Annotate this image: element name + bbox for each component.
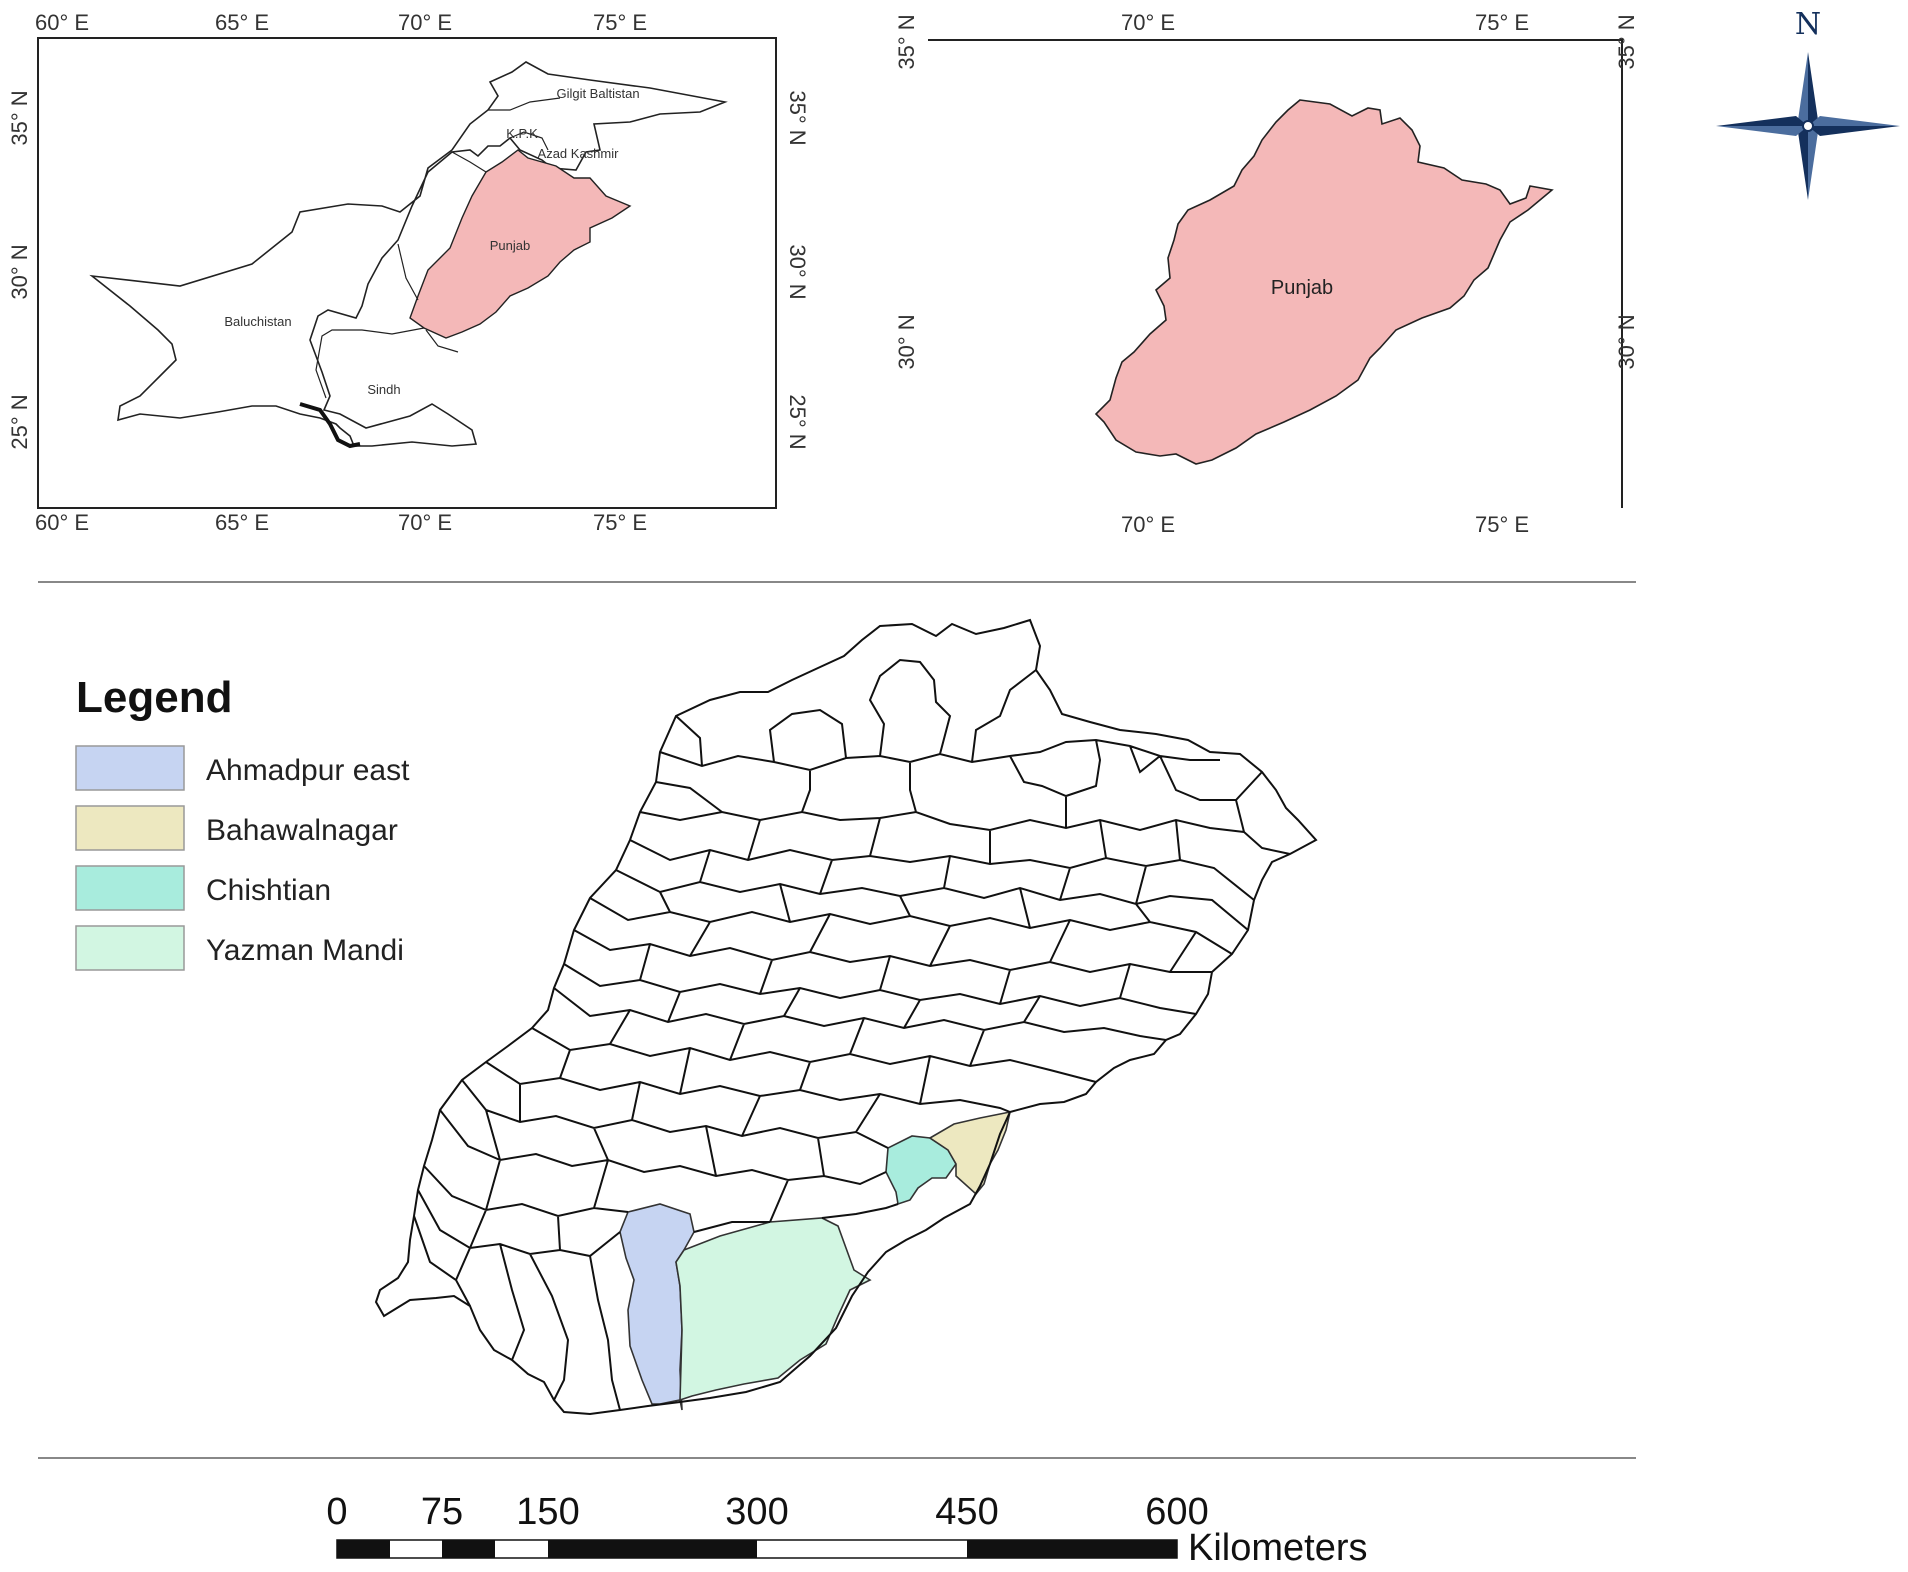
scale-segment-1 [337,1540,390,1558]
pak-top-tick-75: 75° E [593,10,647,35]
scale-segment-3 [548,1540,757,1558]
legend-label-yazman-mandi: Yazman Mandi [206,934,404,967]
pb-top-tick-70: 70° E [1121,10,1175,35]
punjab-district-outline [374,618,1318,1416]
legend-swatch-bahawalnagar [75,805,185,851]
pak-bottom-tick-70: 70° E [398,510,452,535]
pb-label-punjab: Punjab [1271,277,1333,299]
pb-top-tick-75: 75° E [1475,10,1529,35]
pak-label-baluchistan: Baluchistan [224,314,291,329]
pb-right-tick-35: 35° N [1614,14,1639,69]
north-arrow: N [1716,7,1900,200]
inset-pakistan-frame [37,37,777,509]
pak-left-tick-30: 30° N [7,244,32,299]
inset-punjab-frame [928,39,1623,508]
legend-swatch-chishtian [75,865,185,911]
scale-segment-4 [967,1540,1177,1558]
pak-top-tick-65: 65° E [215,10,269,35]
pb-right-tick-30: 30° N [1614,314,1639,369]
scale-tick-0: 0 [326,1491,347,1533]
pak-right-tick-30: 30° N [785,244,810,299]
pak-label-sindh: Sindh [367,382,400,397]
pak-right-tick-25: 25° N [785,394,810,449]
punjab-large-region [1094,99,1554,465]
district-yazman-mandi [675,1217,872,1402]
pakistan-outline [89,61,728,447]
pb-bottom-tick-75: 75° E [1475,512,1529,537]
pak-left-tick-35: 35° N [7,90,32,145]
inset-pakistan: 60° E 65° E 70° E 75° E 60° E 65° E 70° … [7,10,810,535]
district-ahmadpur-east [619,1203,695,1411]
scale-tick-75: 75 [421,1491,463,1533]
district-internal-lines [413,658,1291,1411]
pb-bottom-tick-70: 70° E [1121,512,1175,537]
main-district-map [374,618,1318,1416]
pak-punjab-region [409,149,632,339]
inset-punjab: 70° E 75° E 70° E 75° E 35° N 30° N 35° … [894,10,1639,537]
pak-bottom-tick-75: 75° E [593,510,647,535]
pak-top-tick-70: 70° E [398,10,452,35]
pak-right-tick-35: 35° N [785,90,810,145]
pak-label-kashmir: Azad Kashmir [538,146,620,161]
scale-bar: 0 75 150 300 450 600 Kilometers [326,1491,1367,1569]
compass-rose-icon [1716,52,1900,200]
legend-swatch-yazman-mandi [75,925,185,971]
scale-tick-150: 150 [516,1491,579,1533]
pak-label-gilgit: Gilgit Baltistan [556,86,639,101]
scale-tick-600: 600 [1145,1491,1208,1533]
pb-left-tick-35: 35° N [894,14,919,69]
pak-top-tick-60: 60° E [35,10,89,35]
pak-bottom-tick-60: 60° E [35,510,89,535]
scale-tick-300: 300 [725,1491,788,1533]
legend-title: Legend [76,673,232,722]
legend-swatch-ahmadpur-east [75,745,185,791]
legend-label-bahawalnagar: Bahawalnagar [206,814,398,847]
pak-coastline [299,402,361,449]
legend: Legend Ahmadpur east Bahawalnagar Chisht… [75,673,410,971]
pak-label-punjab: Punjab [490,238,530,253]
pak-label-kpk: K.P.K [506,126,538,141]
pak-left-tick-25: 25° N [7,394,32,449]
legend-label-ahmadpur-east: Ahmadpur east [206,754,410,787]
pak-internal-borders [315,97,561,399]
legend-label-chishtian: Chishtian [206,874,331,907]
pb-left-tick-30: 30° N [894,314,919,369]
scale-segment-2 [442,1540,495,1558]
north-letter: N [1795,7,1821,42]
pak-bottom-tick-65: 65° E [215,510,269,535]
scale-tick-450: 450 [935,1491,998,1533]
scale-unit: Kilometers [1188,1527,1368,1569]
